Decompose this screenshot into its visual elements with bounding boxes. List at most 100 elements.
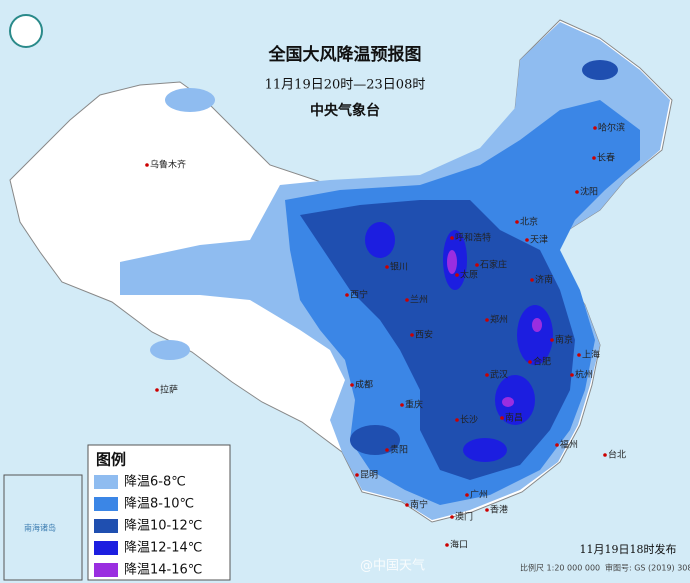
city-dot — [410, 333, 414, 337]
city-label: 南京 — [555, 334, 573, 346]
city-label: 杭州 — [575, 369, 593, 381]
legend-box — [87, 444, 231, 581]
city-label: 广州 — [470, 489, 488, 501]
city-dot — [400, 403, 404, 407]
legend-label: 降温8-10℃ — [124, 497, 194, 512]
city-label: 西宁 — [350, 289, 368, 301]
city-dot — [385, 448, 389, 452]
zone-6-8 — [150, 340, 190, 360]
city-label: 福州 — [560, 439, 578, 451]
city-label: 石家庄 — [480, 259, 507, 271]
legend-title: 图例 — [96, 451, 126, 469]
city-dot — [455, 273, 459, 277]
city-dot — [577, 353, 581, 357]
city-dot — [465, 493, 469, 497]
legend-swatch — [94, 541, 118, 555]
legend-items: 降温6-8℃ 降温8-10℃ 降温10-12℃ 降温12-14℃ 降温14-16℃ — [94, 475, 202, 578]
city-dot — [592, 156, 596, 160]
legend-swatch — [94, 563, 118, 577]
city-dot — [528, 360, 532, 364]
city-dot — [550, 338, 554, 342]
city-label: 上海 — [582, 349, 600, 361]
map-title: 全国大风降温预报图 — [268, 44, 422, 65]
city-dot — [450, 515, 454, 519]
city-label: 天津 — [530, 235, 548, 246]
city-dot — [475, 263, 479, 267]
city-label: 台北 — [608, 449, 626, 461]
legend-label: 降温10-12℃ — [124, 519, 202, 534]
city-label: 兰州 — [410, 294, 428, 306]
issued-time: 11月19日18时发布 — [580, 542, 677, 556]
city-label: 南昌 — [505, 412, 523, 424]
legend-swatch — [94, 475, 118, 489]
city-label: 哈尔滨 — [598, 122, 625, 134]
city-dot — [385, 265, 389, 269]
city-label: 成都 — [355, 379, 373, 391]
city-label: 海口 — [450, 539, 468, 551]
zone-14-16 — [502, 397, 514, 407]
city-dot — [145, 163, 149, 167]
zone-12-14 — [495, 375, 535, 425]
city-dot — [515, 220, 519, 224]
city-dot — [405, 298, 409, 302]
zone-14-16 — [447, 250, 457, 274]
period: 11月19日20时—23日08时 — [265, 78, 426, 93]
city-dot — [485, 373, 489, 377]
city-dot — [485, 318, 489, 322]
city-label: 北京 — [520, 216, 538, 228]
issuer: 中央气象台 — [310, 102, 380, 119]
city-dot — [500, 416, 504, 420]
city-label: 武汉 — [490, 369, 508, 381]
legend-label: 降温6-8℃ — [124, 475, 186, 490]
city-label: 南宁 — [410, 499, 428, 511]
city-dot — [350, 383, 354, 387]
zone-6-8 — [165, 88, 215, 112]
legend-swatch — [94, 519, 118, 533]
city-label: 乌鲁木齐 — [150, 159, 186, 171]
legend-label: 降温14-16℃ — [124, 563, 202, 578]
approval: 审图号: GS (2019) 3082号 — [605, 563, 690, 573]
city-label: 昆明 — [360, 470, 378, 481]
city-dot — [450, 236, 454, 240]
logo — [9, 14, 43, 48]
city-label: 合肥 — [533, 356, 551, 368]
city-label: 沈阳 — [580, 186, 598, 198]
city-dot — [345, 293, 349, 297]
city-label: 重庆 — [405, 399, 423, 411]
city-label: 济南 — [535, 274, 553, 286]
scale: 比例尺 1:20 000 000 — [520, 563, 600, 573]
city-dot — [445, 543, 449, 547]
city-dot — [603, 453, 607, 457]
city-dot — [405, 503, 409, 507]
city-label: 呼和浩特 — [455, 232, 491, 244]
watermark: @中国天气 — [360, 558, 425, 574]
city-dot — [593, 126, 597, 130]
city-label: 西安 — [415, 329, 433, 341]
city-dot — [485, 508, 489, 512]
zone-12-14 — [463, 438, 507, 462]
city-dot — [355, 473, 359, 477]
inset-box — [3, 474, 83, 581]
inset-label: 南海诸岛 — [24, 523, 56, 533]
city-label: 郑州 — [490, 314, 508, 326]
city-dot — [555, 443, 559, 447]
city-label: 拉萨 — [160, 384, 178, 396]
city-label: 银川 — [390, 261, 408, 273]
city-label: 长春 — [597, 152, 615, 164]
city-label: 澳门 — [455, 511, 473, 523]
city-dot — [575, 190, 579, 194]
city-dot — [525, 238, 529, 242]
city-dot — [570, 373, 574, 377]
city-label: 贵阳 — [390, 444, 408, 456]
zone-12-14 — [365, 222, 395, 258]
city-label: 太原 — [460, 269, 478, 281]
zone-12-14 — [517, 305, 553, 365]
zone-14-16 — [532, 318, 542, 332]
city-label: 长沙 — [460, 414, 478, 426]
legend-swatch — [94, 497, 118, 511]
city-label: 香港 — [490, 504, 508, 516]
city-dot — [155, 388, 159, 392]
legend-label: 降温12-14℃ — [124, 541, 202, 556]
